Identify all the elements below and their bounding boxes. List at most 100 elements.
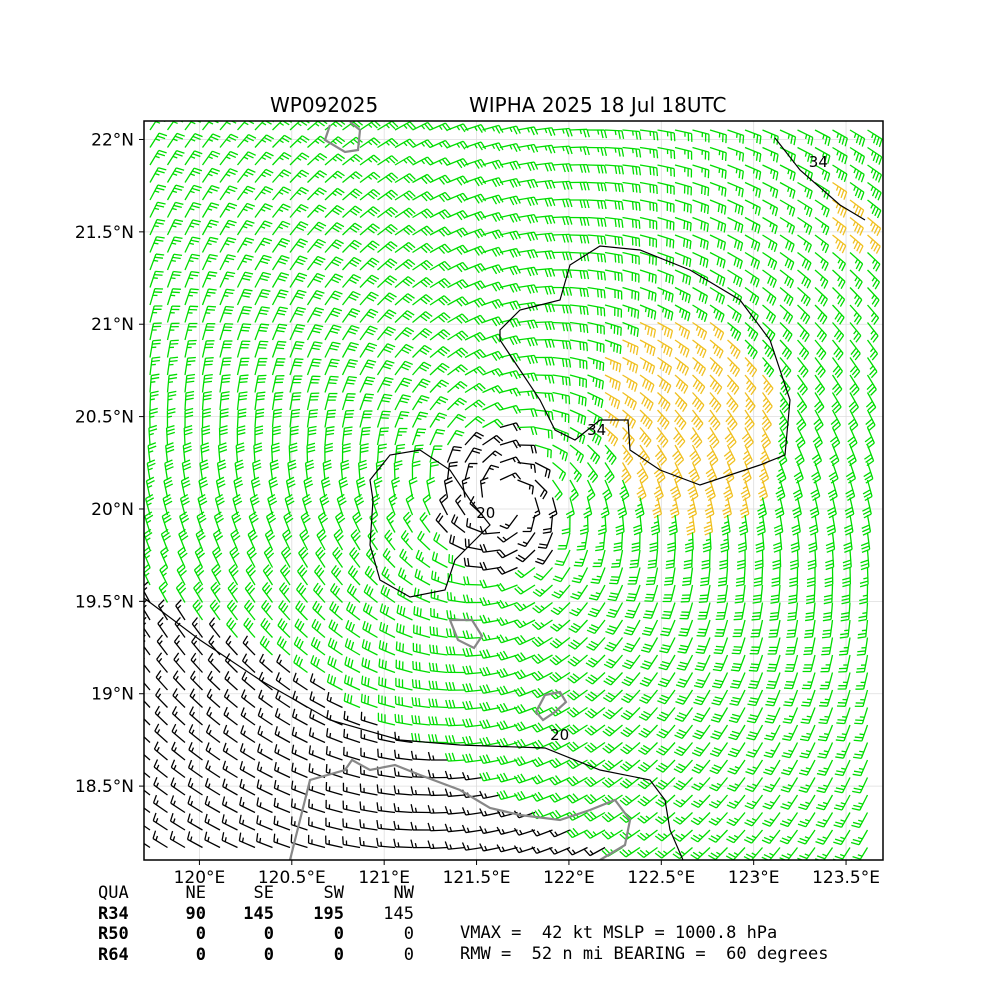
wind-barb: [256, 761, 273, 779]
wind-barb: [462, 665, 483, 675]
wind-barb: [604, 181, 624, 193]
wind-barb: [714, 619, 729, 637]
wind-barb: [149, 253, 165, 271]
wind-barb: [342, 256, 362, 271]
wind-barb: [377, 172, 399, 184]
wind-barb: [291, 780, 308, 796]
wind-barb: [306, 307, 325, 323]
wind-barb: [566, 724, 588, 735]
wind-barb: [744, 812, 764, 827]
wind-barb: [552, 251, 573, 261]
wind-barb: [359, 410, 373, 428]
wind-barb: [692, 357, 707, 377]
wind-barb: [587, 251, 607, 263]
wind-barb: [708, 829, 728, 843]
wind-barb: [827, 497, 837, 519]
wind-barb: [149, 288, 164, 306]
wind-barb: [394, 327, 415, 341]
wind-barb: [639, 391, 654, 411]
wind-barb: [822, 602, 834, 622]
wind-barb: [754, 549, 764, 570]
wind-barb: [552, 321, 572, 332]
wind-barb: [573, 549, 589, 567]
wind-barb: [237, 121, 257, 131]
wind-barb: [479, 543, 501, 553]
wind-barb: [622, 654, 641, 670]
wind-barb: [766, 672, 781, 690]
wind-barb: [542, 514, 554, 534]
wind-barb: [552, 339, 572, 350]
wind-barb: [184, 407, 194, 428]
wind-barb: [814, 146, 831, 164]
wind-barb: [242, 635, 256, 656]
wind-barb: [427, 787, 448, 797]
wind-barb: [623, 619, 641, 636]
wind-barb: [534, 215, 556, 225]
wind-barb: [342, 171, 363, 184]
wind-barb: [187, 777, 203, 796]
wind-barb: [789, 549, 799, 570]
wind-barb: [399, 548, 413, 568]
wind-barb: [620, 724, 641, 738]
wind-barb: [149, 236, 165, 253]
wind-barb: [219, 288, 235, 306]
wind-barb: [814, 129, 831, 147]
wind-barb: [604, 129, 625, 140]
wind-barb: [289, 341, 305, 358]
wind-barb: [408, 476, 418, 498]
wind-barb: [762, 251, 778, 270]
wind-barb: [482, 281, 504, 292]
wind-barb: [587, 269, 606, 281]
wind-barb: [678, 619, 694, 637]
wind-barb: [727, 742, 746, 758]
wind-barb: [832, 304, 845, 325]
wind-barb: [152, 830, 168, 849]
wind-barb: [271, 220, 291, 236]
wind-barb: [786, 619, 799, 638]
wind-barb: [412, 344, 432, 358]
wind-barb: [341, 393, 356, 411]
wind-barb: [376, 359, 395, 376]
contour-line: [369, 449, 491, 598]
wind-barb: [462, 647, 483, 657]
wind-barb: [324, 222, 345, 236]
wind-barb: [622, 356, 639, 374]
wind-barb: [250, 476, 261, 498]
wind-barb: [359, 426, 371, 446]
wind-barb: [479, 808, 501, 817]
wind-barb: [201, 167, 220, 183]
wind-barb: [171, 705, 186, 726]
wind-barb: [352, 511, 363, 533]
wind-barb: [144, 825, 151, 831]
wind-barb: [860, 549, 870, 571]
wind-barb: [236, 306, 252, 323]
wind-barb: [462, 683, 483, 693]
wind-barb: [340, 459, 350, 481]
wind-barb: [587, 356, 605, 372]
wind-barb: [650, 514, 661, 536]
wind-barb: [601, 776, 623, 788]
wind-barb: [496, 737, 518, 748]
wind-barb: [219, 202, 238, 218]
wind-barb: [552, 163, 573, 173]
wind-barb: [621, 689, 641, 704]
wind-barb: [376, 376, 394, 393]
wind-barb: [429, 209, 452, 220]
wind-barb: [785, 637, 799, 655]
wind-barb: [326, 691, 343, 709]
wind-barb: [748, 672, 764, 689]
wind-barb: [604, 164, 624, 175]
wind-barb: [154, 723, 168, 743]
wind-barb: [552, 462, 567, 482]
wind-barb: [569, 216, 590, 226]
y-tick-label: 21.5°N: [75, 223, 134, 243]
wind-barb: [517, 479, 534, 495]
wind-barb: [814, 234, 830, 254]
wind-barb: [514, 566, 536, 579]
wind-barb: [377, 258, 398, 271]
wind-barb: [290, 816, 308, 831]
cell: 0: [403, 924, 414, 945]
wind-barb: [280, 546, 292, 568]
wind-barb: [175, 599, 186, 621]
wind-barb: [342, 205, 363, 218]
